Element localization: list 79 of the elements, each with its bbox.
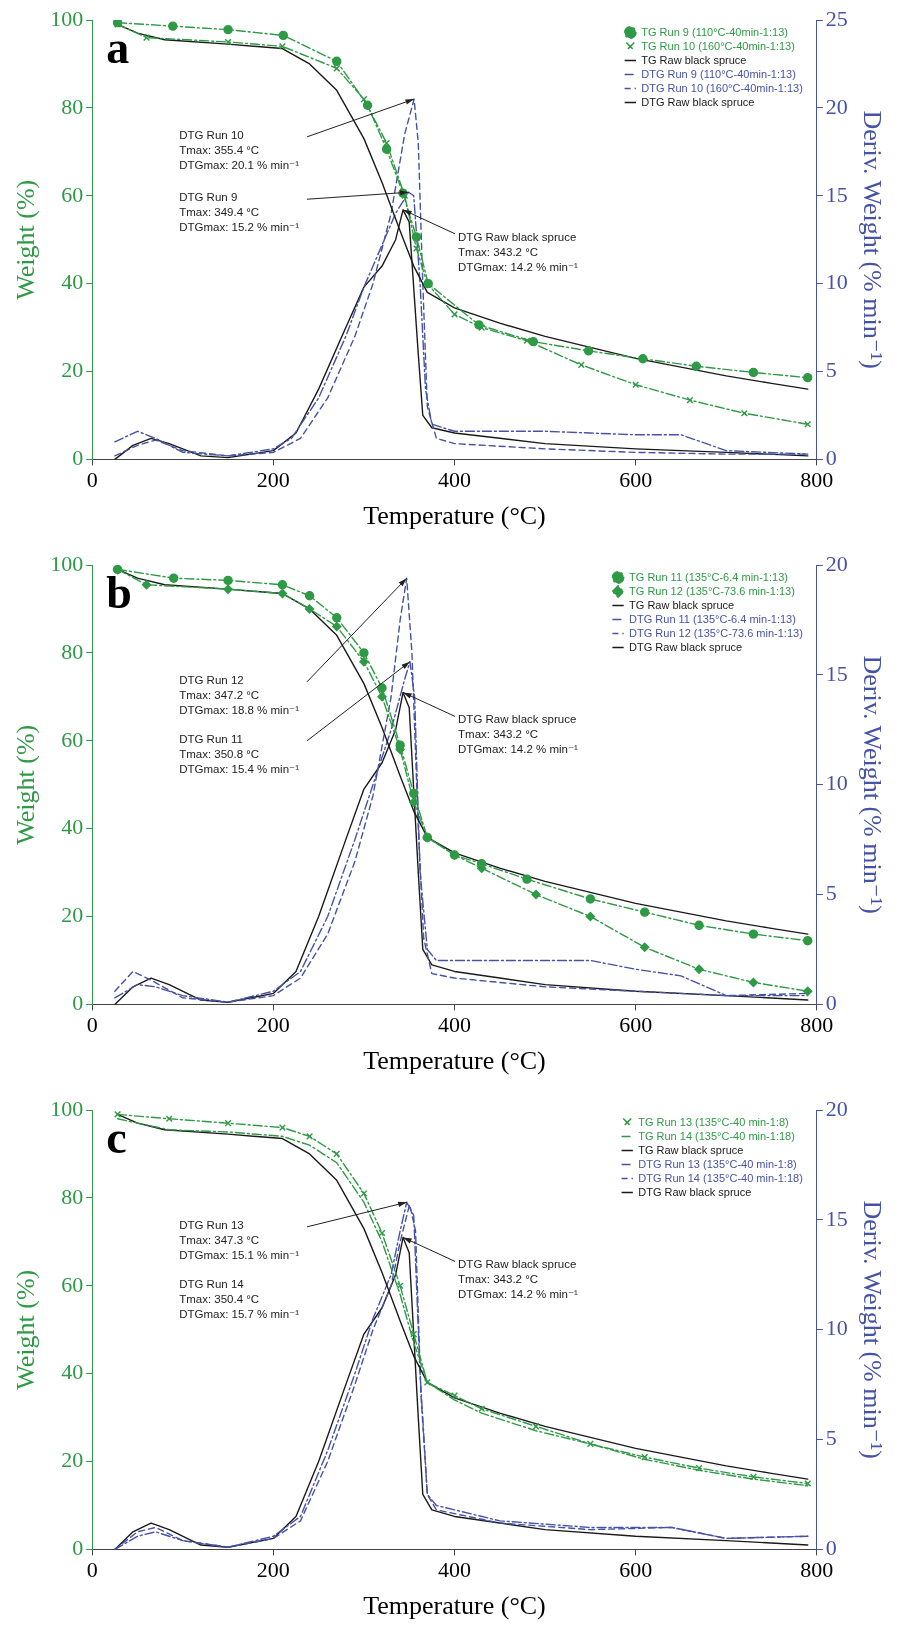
y2-tick-label: 25 (825, 5, 848, 31)
y-tick-label: 20 (61, 357, 84, 383)
x-tick-label: 600 (619, 1557, 653, 1583)
y2-tick-label: 15 (825, 1205, 848, 1231)
legend-label: TG Run 13 (135°C-40 min-1:8) (638, 1115, 789, 1128)
y-tick-label: 60 (61, 181, 84, 207)
y-tick-label: 0 (72, 445, 84, 471)
legend-label: DTG Run 10 (160°C-40min-1:13) (641, 81, 803, 94)
y2-tick-label: 5 (825, 357, 837, 383)
legend-label: TG Raw black spruce (629, 598, 735, 611)
annotation: DTG Run 14 Tmax: 350.4 °C DTGmax: 15.7 % min⁻¹ (179, 1277, 300, 1320)
chart-title: a (106, 21, 130, 73)
y2-tick-label: 10 (825, 770, 848, 796)
x-axis-title: Temperature (°C) (363, 1591, 546, 1621)
chart-title: b (106, 566, 132, 618)
legend-label: DTG Raw black spruce (641, 95, 755, 108)
x-tick-label: 200 (256, 1557, 290, 1583)
annotation: DTG Raw black spruce Tmax: 343.2 °C DTGmax: 14.2 % min⁻¹ (458, 1258, 579, 1301)
y-tick-label: 60 (61, 726, 84, 752)
annotation: DTG Run 9 Tmax: 349.4 °C DTGmax: 15.2 % min⁻¹ (179, 191, 300, 234)
y-axis-title: Weight (%) (11, 724, 41, 845)
y-axis-title: Weight (%) (11, 1269, 41, 1390)
x-tick-label: 400 (438, 1557, 471, 1583)
y2-tick-label: 20 (825, 93, 848, 119)
y-tick-label: 0 (72, 1535, 84, 1561)
y2-axis-title: Deriv. Weight (% min⁻¹) (857, 1200, 887, 1459)
y-tick-label: 80 (61, 1183, 84, 1209)
x-tick-label: 200 (256, 467, 290, 493)
legend-label: TG Run 10 (160°C-40min-1:13) (641, 39, 795, 52)
x-tick-label: 200 (256, 1012, 290, 1038)
chart-title: c (106, 1111, 127, 1163)
y-tick-label: 100 (50, 5, 84, 31)
y2-tick-label: 10 (825, 269, 848, 295)
legend-label: DTG Raw black spruce (629, 640, 743, 653)
y-tick-label: 40 (61, 1359, 84, 1385)
x-axis-title: Temperature (°C) (363, 501, 546, 531)
y-tick-label: 40 (61, 814, 84, 840)
annotation: DTG Run 12 Tmax: 347.2 °C DTGmax: 18.8 % min⁻¹ (179, 673, 300, 716)
legend-label: TG Run 9 (110°C-40min-1:13) (641, 25, 788, 38)
legend-label: DTG Run 11 (135°C-6.4 min-1:13) (629, 612, 796, 625)
y-tick-label: 80 (61, 638, 84, 664)
annotation: DTG Raw black spruce Tmax: 343.2 °C DTGmax: 14.2 % min⁻¹ (458, 713, 579, 756)
x-axis-title: Temperature (°C) (363, 1046, 546, 1076)
annotation: DTG Run 10 Tmax: 355.4 °C DTGmax: 20.1 % min⁻¹ (179, 128, 300, 171)
annotation: DTG Run 13 Tmax: 347.3 °C DTGmax: 15.1 % min⁻¹ (179, 1218, 300, 1261)
legend-label: TG Raw black spruce (641, 53, 747, 66)
y-tick-label: 100 (50, 550, 84, 576)
legend-label: DTG Run 9 (110°C-40min-1:13) (641, 67, 796, 80)
legend-label: DTG Run 13 (135°C-40 min-1:8) (638, 1157, 797, 1170)
x-tick-label: 400 (438, 1012, 471, 1038)
y2-tick-label: 20 (825, 550, 848, 576)
legend-label: TG Run 14 (135°C-40 min-1:18) (638, 1129, 795, 1142)
legend-label: DTG Run 12 (135°C-73.6 min-1:13) (629, 626, 803, 639)
y2-axis-title: Deriv. Weight (% min⁻¹) (857, 110, 887, 369)
y-tick-label: 60 (61, 1271, 84, 1297)
y-tick-label: 20 (61, 902, 84, 928)
y2-tick-label: 10 (825, 1315, 848, 1341)
y2-tick-label: 5 (825, 1425, 837, 1451)
y2-tick-label: 5 (825, 880, 837, 906)
legend-label: DTG Run 14 (135°C-40 min-1:18) (638, 1171, 803, 1184)
legend-label: DTG Raw black spruce (638, 1185, 752, 1198)
y-tick-label: 100 (50, 1095, 84, 1121)
legend-label: TG Run 12 (135°C-73.6 min-1:13) (629, 584, 795, 597)
legend-label: TG Run 11 (135°C-6.4 min-1:13) (629, 570, 788, 583)
y-tick-label: 40 (61, 269, 84, 295)
x-tick-label: 600 (619, 467, 653, 493)
x-tick-label: 400 (438, 467, 471, 493)
y-axis-title: Weight (%) (11, 179, 41, 300)
annotation: DTG Raw black spruce Tmax: 343.2 °C DTGmax: 14.2 % min⁻¹ (458, 230, 579, 273)
y-tick-label: 0 (72, 990, 84, 1016)
legend-label: TG Raw black spruce (638, 1143, 744, 1156)
y2-axis-title: Deriv. Weight (% min⁻¹) (857, 655, 887, 914)
y-tick-label: 20 (61, 1447, 84, 1473)
y2-tick-label: 20 (825, 1095, 848, 1121)
y-tick-label: 80 (61, 93, 84, 119)
annotation: DTG Run 11 Tmax: 350.8 °C DTGmax: 15.4 % min⁻¹ (179, 732, 300, 775)
x-tick-label: 600 (619, 1012, 653, 1038)
y2-tick-label: 15 (825, 181, 848, 207)
y2-tick-label: 15 (825, 660, 848, 686)
